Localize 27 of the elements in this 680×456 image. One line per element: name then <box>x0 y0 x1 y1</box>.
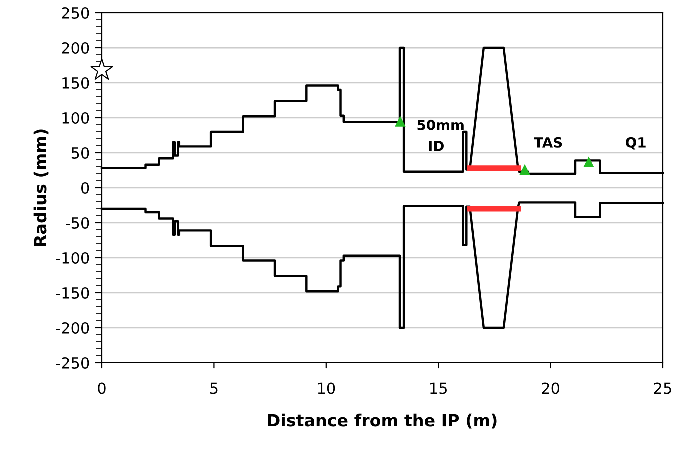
point <box>395 116 406 127</box>
annotation: TAS <box>534 137 562 148</box>
annotation: Q1 <box>626 137 646 150</box>
y-tick-label: 150 <box>62 77 90 90</box>
x-tick-label: 25 <box>654 382 672 394</box>
y-tick-label: -250 <box>56 357 90 369</box>
x-tick-label: 10 <box>318 382 336 394</box>
annotation: ID <box>429 141 444 152</box>
y-tick-label: 0 <box>81 182 90 194</box>
y-tick-label: -200 <box>56 322 90 334</box>
y-tick-label: -100 <box>56 252 90 264</box>
point <box>90 58 114 80</box>
x-axis-title: Distance from the IP (m) <box>268 414 497 429</box>
x-tick-label: 15 <box>430 382 447 394</box>
x-tick-label: 0 <box>98 382 106 394</box>
y-tick-label: -50 <box>66 217 90 230</box>
y-axis-title: Radius (mm) <box>34 130 49 246</box>
point <box>520 164 530 176</box>
x-tick-label: 5 <box>210 382 218 394</box>
annotation: 50mm <box>418 120 464 130</box>
y-tick-label: 250 <box>62 7 90 20</box>
y-tick-label: 200 <box>62 42 90 54</box>
point <box>584 156 594 168</box>
x-tick-label: 20 <box>542 382 560 394</box>
y-tick-label: 50 <box>72 147 90 160</box>
y-tick-label: -150 <box>56 287 90 299</box>
y-tick-label: 100 <box>62 112 90 124</box>
